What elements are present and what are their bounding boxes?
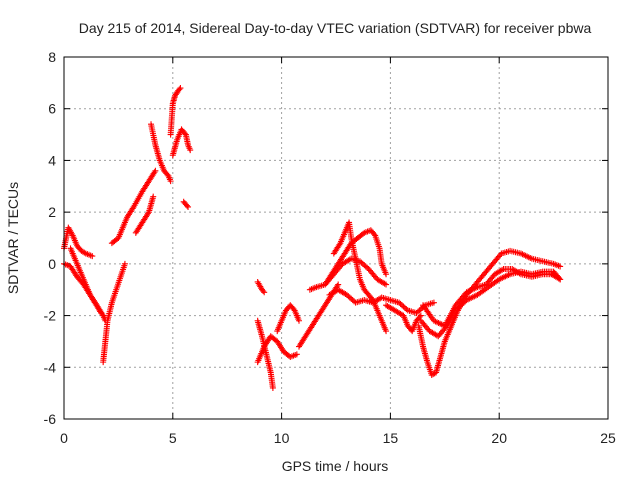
y-tick-label: 0 [48, 256, 56, 272]
data-point [181, 130, 188, 137]
data-point [167, 178, 174, 185]
y-tick-label: 2 [48, 204, 56, 220]
data-point [293, 351, 300, 358]
data-point [183, 202, 190, 209]
data-point [460, 299, 467, 306]
data-point [383, 281, 390, 288]
grid [64, 57, 608, 419]
data-point [150, 193, 157, 200]
data-point [89, 253, 96, 260]
y-tick-label: -6 [44, 411, 57, 427]
series-arc-k [254, 278, 268, 296]
y-tick-label: 6 [48, 101, 56, 117]
data-point [261, 289, 268, 296]
data-point [383, 271, 390, 278]
tick-labels: 0 5 10 15 20 25 -6 -4 -2 0 2 4 6 8 [44, 49, 616, 446]
data-point [164, 171, 171, 178]
series-arc-q [306, 255, 390, 293]
series-arc-d [100, 260, 128, 366]
y-tick-label: -4 [44, 359, 57, 375]
data-point [121, 260, 128, 267]
series-arc-i [169, 126, 194, 159]
series-arc-g [148, 121, 174, 185]
y-tick-label: 8 [48, 49, 56, 65]
series-arc-n [274, 302, 303, 335]
data-point [383, 328, 390, 335]
data-points [61, 85, 564, 391]
series-arc-u [415, 247, 564, 379]
series-arc-h [167, 85, 184, 138]
data-point [557, 263, 564, 270]
data-point [185, 203, 192, 210]
data-point [417, 312, 424, 319]
series-arc-l [254, 317, 276, 391]
series-arc-t [383, 302, 424, 335]
data-point [97, 309, 104, 316]
series-arc-v [417, 268, 564, 340]
data-point [296, 317, 303, 324]
series-arc-m [254, 333, 300, 366]
series-arc-s [326, 286, 437, 316]
data-point [177, 85, 184, 92]
y-tick-label: 4 [48, 152, 56, 168]
y-tick-label: -2 [44, 308, 57, 324]
series-arc-f [132, 193, 157, 236]
data-point [430, 299, 437, 306]
data-point [557, 276, 564, 283]
series-arc-e [108, 167, 159, 247]
x-tick-label: 25 [600, 430, 616, 446]
x-tick-label: 0 [60, 430, 68, 446]
data-point [260, 288, 267, 295]
series-arc-c [67, 245, 104, 316]
x-tick-label: 15 [383, 430, 399, 446]
x-tick-label: 20 [491, 430, 507, 446]
series-arc-r [330, 219, 390, 335]
data-point [176, 86, 183, 93]
axis-ticks [63, 56, 609, 420]
data-point [269, 384, 276, 391]
data-point [152, 167, 159, 174]
data-point [187, 147, 194, 154]
x-tick-label: 5 [169, 430, 177, 446]
x-tick-label: 10 [274, 430, 290, 446]
data-point [371, 231, 378, 238]
plot-frame [63, 56, 609, 420]
series-arc-w [420, 266, 564, 329]
series-arc-a [61, 224, 96, 260]
series-arc-j [180, 198, 192, 210]
data-point [455, 304, 462, 311]
chart-title: Day 215 of 2014, Sidereal Day-to-day VTE… [79, 20, 592, 36]
data-point [458, 302, 465, 309]
data-point [290, 306, 297, 313]
data-point [459, 300, 466, 307]
x-axis-label: GPS time / hours [282, 458, 389, 474]
y-axis-label: SDTVAR / TECUs [5, 182, 21, 294]
data-point [335, 281, 342, 288]
data-point [416, 313, 423, 320]
